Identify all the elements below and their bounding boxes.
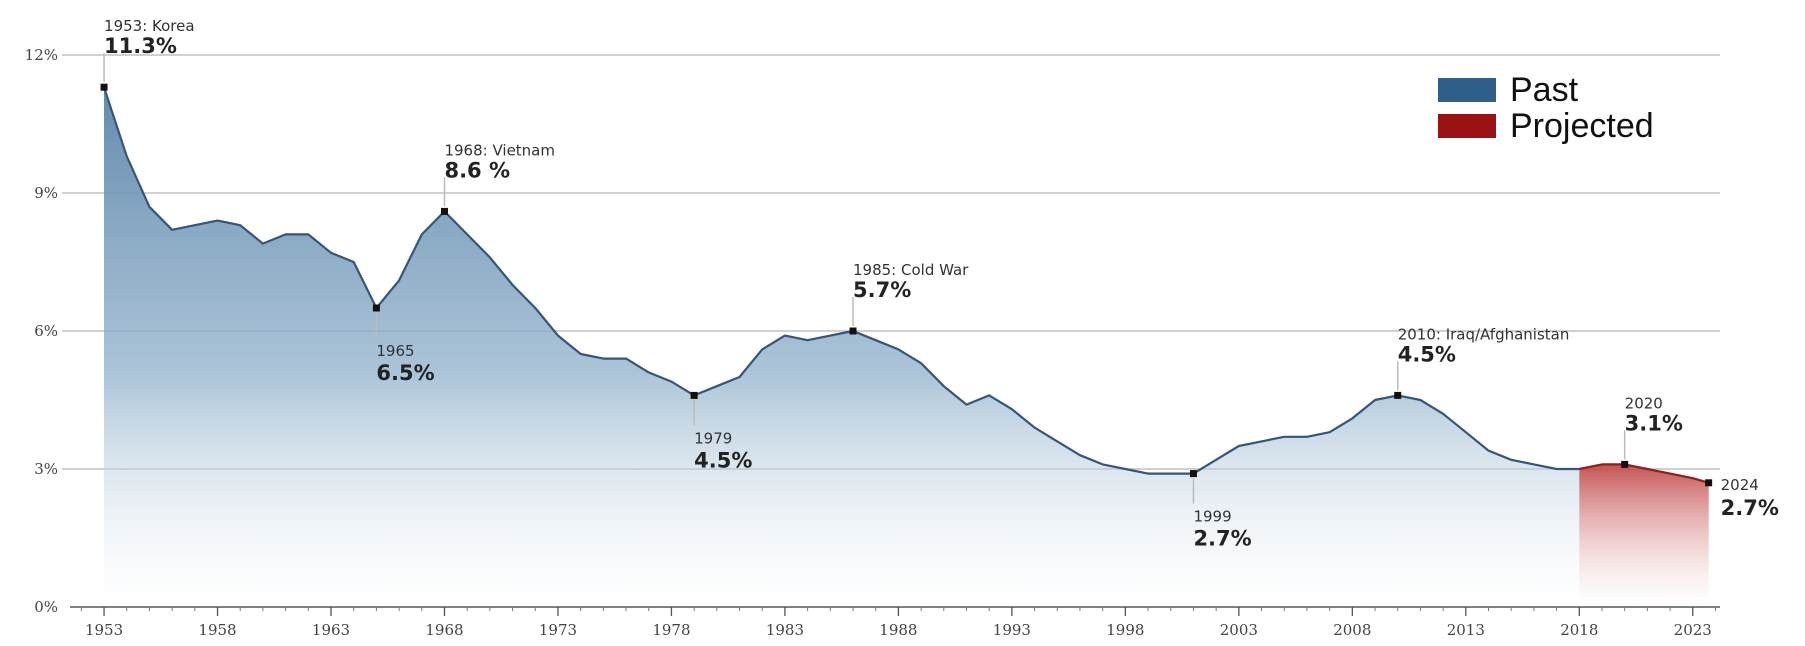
data-point-marker bbox=[690, 391, 698, 399]
legend-label-projected: Projected bbox=[1510, 107, 1654, 145]
x-tick-label: 1993 bbox=[993, 621, 1031, 639]
y-tick-label: 3% bbox=[34, 460, 58, 478]
x-tick-label: 2018 bbox=[1560, 621, 1598, 639]
x-tick-label: 2013 bbox=[1447, 621, 1485, 639]
annotation-label: 2010: Iraq/Afghanistan bbox=[1398, 325, 1570, 343]
annotation-value: 4.5% bbox=[694, 448, 752, 472]
x-tick-label: 1983 bbox=[766, 621, 804, 639]
x-tick-label: 1958 bbox=[198, 621, 236, 639]
series-projected-area bbox=[1579, 464, 1709, 607]
axes: 0% 3% 6% 9% 12% 1953 1958 1963 1968 1973 1978 1983 1… bbox=[25, 46, 1720, 639]
legend-label-past: Past bbox=[1510, 71, 1579, 109]
y-tick-label: 0% bbox=[34, 598, 58, 616]
x-tick-label: 1998 bbox=[1106, 621, 1144, 639]
data-point-marker bbox=[1394, 391, 1402, 399]
legend-swatch-projected bbox=[1438, 114, 1496, 138]
y-tick-label: 12% bbox=[25, 46, 58, 64]
annotation-label: 1999 bbox=[1193, 508, 1231, 526]
y-tick-label: 6% bbox=[34, 322, 58, 340]
annotation-label: 2024 bbox=[1721, 476, 1759, 494]
annotation-label: 1965 bbox=[376, 342, 414, 360]
annotation-label: 1979 bbox=[694, 429, 732, 447]
annotation-value: 8.6 % bbox=[444, 158, 510, 182]
x-tick-label: 2003 bbox=[1220, 621, 1258, 639]
data-point-marker bbox=[849, 327, 857, 335]
annotation-value: 3.1% bbox=[1625, 411, 1683, 435]
x-tick-label: 1963 bbox=[312, 621, 350, 639]
annotation-value: 2.7% bbox=[1193, 527, 1251, 551]
area-layer bbox=[102, 86, 1710, 607]
data-point-marker bbox=[100, 83, 108, 91]
annotation-label: 2020 bbox=[1625, 394, 1663, 412]
series-past-line bbox=[102, 86, 1580, 475]
annotation-value: 2.7% bbox=[1721, 496, 1779, 520]
data-point-marker bbox=[372, 304, 380, 312]
series-projected-line bbox=[1579, 463, 1710, 484]
annotation-value: 5.7% bbox=[853, 278, 911, 302]
annotation-label: 1985: Cold War bbox=[853, 261, 969, 279]
series-past-area bbox=[104, 87, 1580, 607]
y-tick-label: 9% bbox=[34, 184, 58, 202]
legend-swatch-past bbox=[1438, 78, 1496, 102]
x-tick-label: 1973 bbox=[539, 621, 577, 639]
annotation-value: 11.3% bbox=[104, 34, 177, 58]
x-tick-label: 1953 bbox=[85, 621, 123, 639]
x-tick-label: 1988 bbox=[879, 621, 917, 639]
annotation-label: 1968: Vietnam bbox=[444, 141, 555, 159]
x-tick-label: 2008 bbox=[1333, 621, 1371, 639]
data-point-marker bbox=[1189, 470, 1197, 478]
x-tick-label: 1968 bbox=[425, 621, 463, 639]
data-point-marker bbox=[440, 207, 448, 215]
annotation-value: 6.5% bbox=[376, 361, 434, 385]
x-tick-label: 2023 bbox=[1674, 621, 1712, 639]
annotation-label: 1953: Korea bbox=[104, 17, 195, 35]
data-point-marker bbox=[1705, 479, 1713, 487]
annotation-value: 4.5% bbox=[1398, 342, 1456, 366]
x-tick-label: 1978 bbox=[652, 621, 690, 639]
data-point-marker bbox=[1621, 460, 1629, 468]
